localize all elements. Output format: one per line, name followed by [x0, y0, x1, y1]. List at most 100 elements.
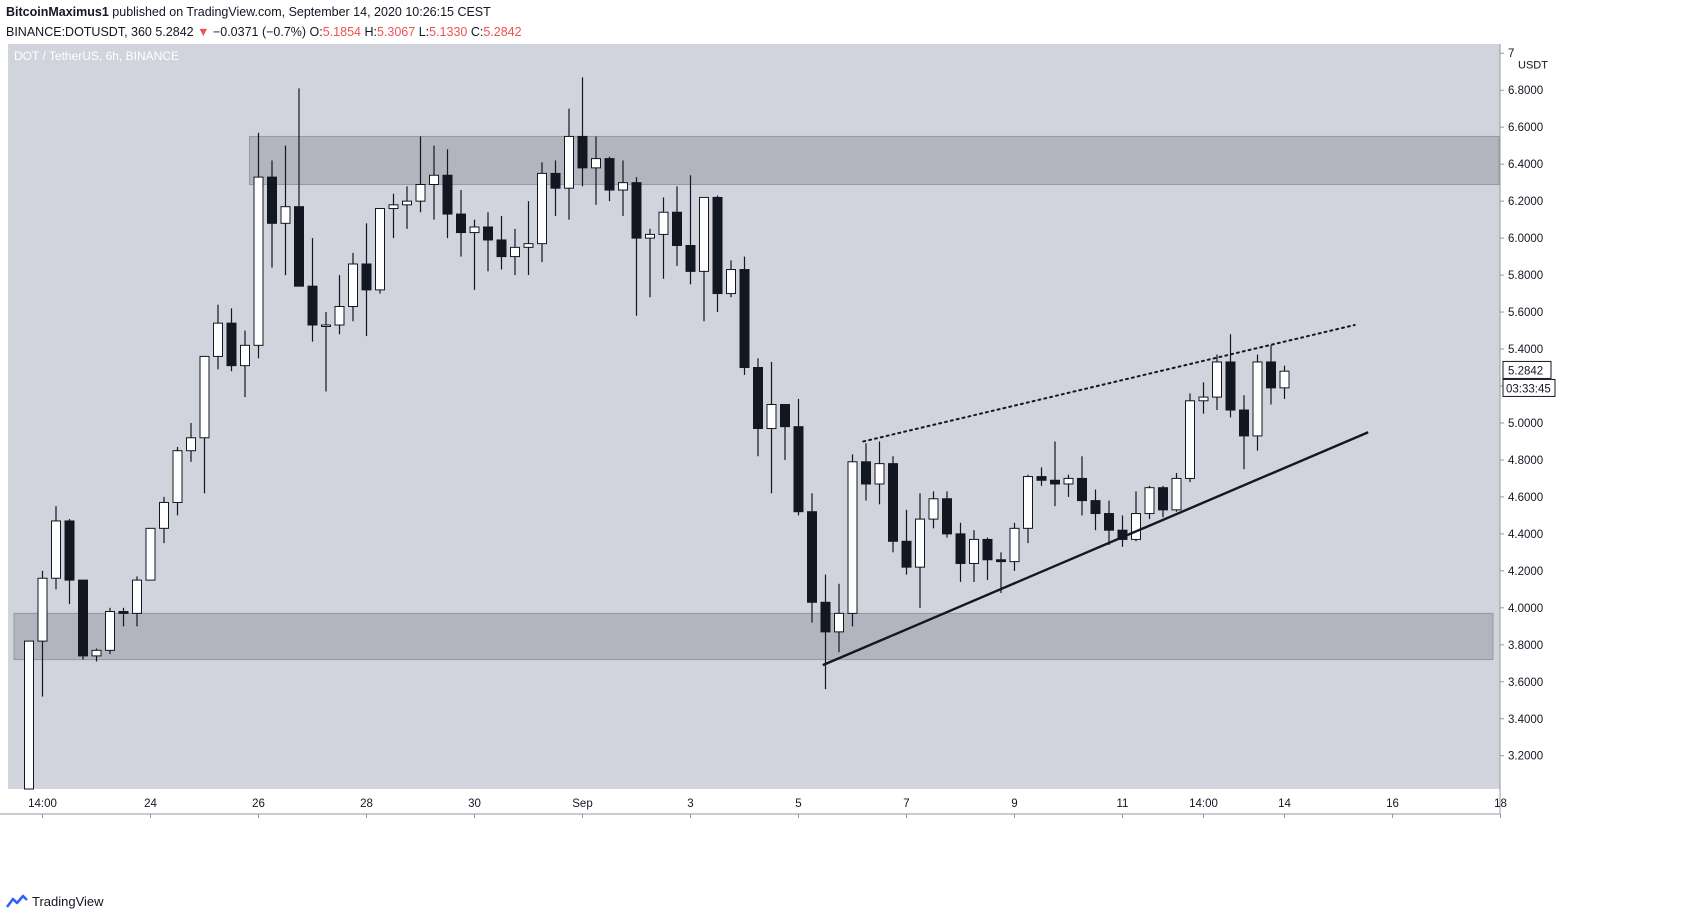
- candle-body: [24, 640, 34, 790]
- candle-body: [132, 579, 142, 614]
- candle: [510, 228, 520, 276]
- price-chart[interactable]: DOT / TetherUS, 6h, BINANCE 7 6.8000 6.600…: [0, 44, 1694, 886]
- countdown-tag-text: 03:33:45: [1506, 383, 1551, 395]
- candle-body: [739, 269, 750, 369]
- close-label: C:: [470, 25, 484, 39]
- candle: [1225, 334, 1236, 418]
- candle-body: [429, 174, 439, 185]
- candle: [618, 160, 628, 216]
- candle-body: [969, 538, 979, 564]
- price-axis[interactable]: 7 6.8000 6.6000 6.4000 6.2000 6.0000 5.8000 5.6…: [1499, 44, 1548, 814]
- candle: [523, 201, 534, 276]
- tradingview-logo-icon: [6, 894, 28, 908]
- candle: [240, 330, 250, 398]
- open-value: 5.1854: [322, 25, 361, 39]
- candle-body: [658, 211, 669, 235]
- candle: [226, 308, 237, 372]
- candle-body: [294, 206, 304, 287]
- candle: [861, 443, 871, 501]
- candle: [874, 441, 885, 505]
- candle-body: [307, 285, 318, 326]
- price-tick-label: 3.8000: [1508, 640, 1543, 652]
- candle-body: [807, 511, 817, 603]
- candle: [550, 160, 561, 216]
- candle: [294, 88, 304, 287]
- candle: [267, 160, 277, 268]
- candle: [280, 145, 291, 276]
- time-tick-label: 5: [795, 798, 801, 810]
- candle-body: [766, 403, 777, 430]
- time-tick-label: 30: [468, 798, 481, 810]
- low-value: 5.1330: [429, 25, 468, 39]
- candle-body: [105, 611, 115, 651]
- last-price-tags: 5.2842 03:33:45: [1502, 360, 1556, 397]
- candle: [307, 238, 318, 342]
- time-axis[interactable]: 14:00 24 26 28 30 Sep 3 5 7 9 11 14:00 14 16 18: [0, 798, 1507, 818]
- candle-body: [564, 135, 574, 189]
- time-tick-label: Sep: [572, 798, 592, 810]
- candle: [105, 607, 115, 655]
- candle-body: [928, 498, 939, 520]
- candle: [172, 447, 183, 516]
- candle-body: [145, 527, 156, 581]
- candle: [91, 648, 102, 662]
- dotted-resistance-line: [862, 323, 1356, 443]
- price-tick-label: 4.6000: [1508, 492, 1543, 504]
- candle-body: [510, 246, 520, 258]
- candle: [1131, 491, 1141, 542]
- last-price-tag: [1502, 360, 1552, 379]
- candle-body: [820, 601, 831, 633]
- candle-body: [51, 520, 61, 579]
- candle-body: [64, 520, 75, 581]
- candle-body: [874, 463, 885, 485]
- candles: [24, 77, 1290, 790]
- candle-body: [631, 182, 642, 239]
- candle-body: [442, 174, 453, 215]
- candle: [604, 156, 615, 202]
- candle: [253, 132, 264, 359]
- candle: [1063, 474, 1074, 497]
- low-label: L:: [418, 25, 430, 39]
- time-tick-label: 11: [1117, 798, 1129, 810]
- price-tick-label: 6.6000: [1508, 122, 1543, 134]
- time-tick-label: 18: [1494, 798, 1507, 810]
- candle: [1212, 354, 1222, 411]
- close-value: 5.2842: [483, 25, 522, 39]
- candle: [658, 197, 669, 279]
- candle-body: [78, 579, 88, 657]
- candle-body: [321, 324, 331, 327]
- candle: [496, 215, 507, 270]
- candle: [199, 355, 210, 494]
- candle: [942, 491, 952, 538]
- down-arrow-icon: ▼: [197, 25, 210, 39]
- candle-body: [415, 183, 426, 202]
- candle: [1185, 393, 1195, 483]
- candle-body: [901, 540, 912, 568]
- time-tick-label: 3: [687, 798, 693, 810]
- candle-body: [915, 518, 925, 568]
- candle-body: [1158, 487, 1168, 511]
- price-tick-label: 4.0000: [1508, 603, 1543, 615]
- price-tick-label: 4.8000: [1508, 455, 1543, 467]
- price-tick-label: 5.8000: [1508, 270, 1543, 282]
- candle-body: [267, 176, 277, 224]
- symbol-info-line: BINANCE:DOTUSDT, 360 5.2842 ▼ −0.0371 (−…: [6, 22, 1686, 42]
- candle: [1171, 472, 1182, 512]
- price-unit-label: USDT: [1518, 59, 1548, 71]
- publisher-name[interactable]: BitcoinMaximus1: [6, 5, 109, 19]
- last-price-tag-text: 5.2842: [1508, 365, 1543, 377]
- symbol-name: BINANCE:DOTUSDT, 360: [6, 25, 152, 39]
- candle: [429, 145, 439, 220]
- candle: [145, 527, 156, 581]
- candle-body: [334, 306, 345, 326]
- candle-body: [699, 196, 709, 272]
- price-tick-label: 5.6000: [1508, 307, 1543, 319]
- candle: [51, 506, 61, 590]
- tradingview-footer[interactable]: TradingView: [6, 891, 104, 911]
- candle: [118, 607, 129, 627]
- price-tick-label: 6.8000: [1508, 85, 1543, 97]
- price-tick-label: 3.4000: [1508, 714, 1543, 726]
- candle: [1279, 365, 1290, 399]
- candle-body: [793, 426, 804, 513]
- candle-body: [780, 403, 790, 428]
